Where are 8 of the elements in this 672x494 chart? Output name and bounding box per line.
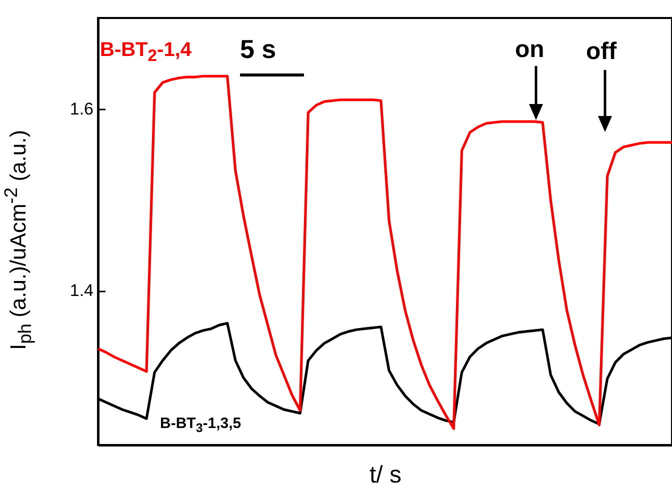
annotation: 5 s bbox=[240, 34, 276, 64]
y-tick-label: 1.6 bbox=[70, 99, 94, 118]
x-axis-title: t/ s bbox=[369, 462, 402, 488]
series-label: B-BT$_{3}$-1,3,5 bbox=[160, 415, 242, 435]
annotation: off bbox=[586, 38, 617, 65]
y-tick-label: 1.4 bbox=[70, 281, 94, 300]
annotation: on bbox=[515, 36, 544, 63]
series-label: B-BT$_{2}$-1,4 bbox=[100, 39, 192, 65]
